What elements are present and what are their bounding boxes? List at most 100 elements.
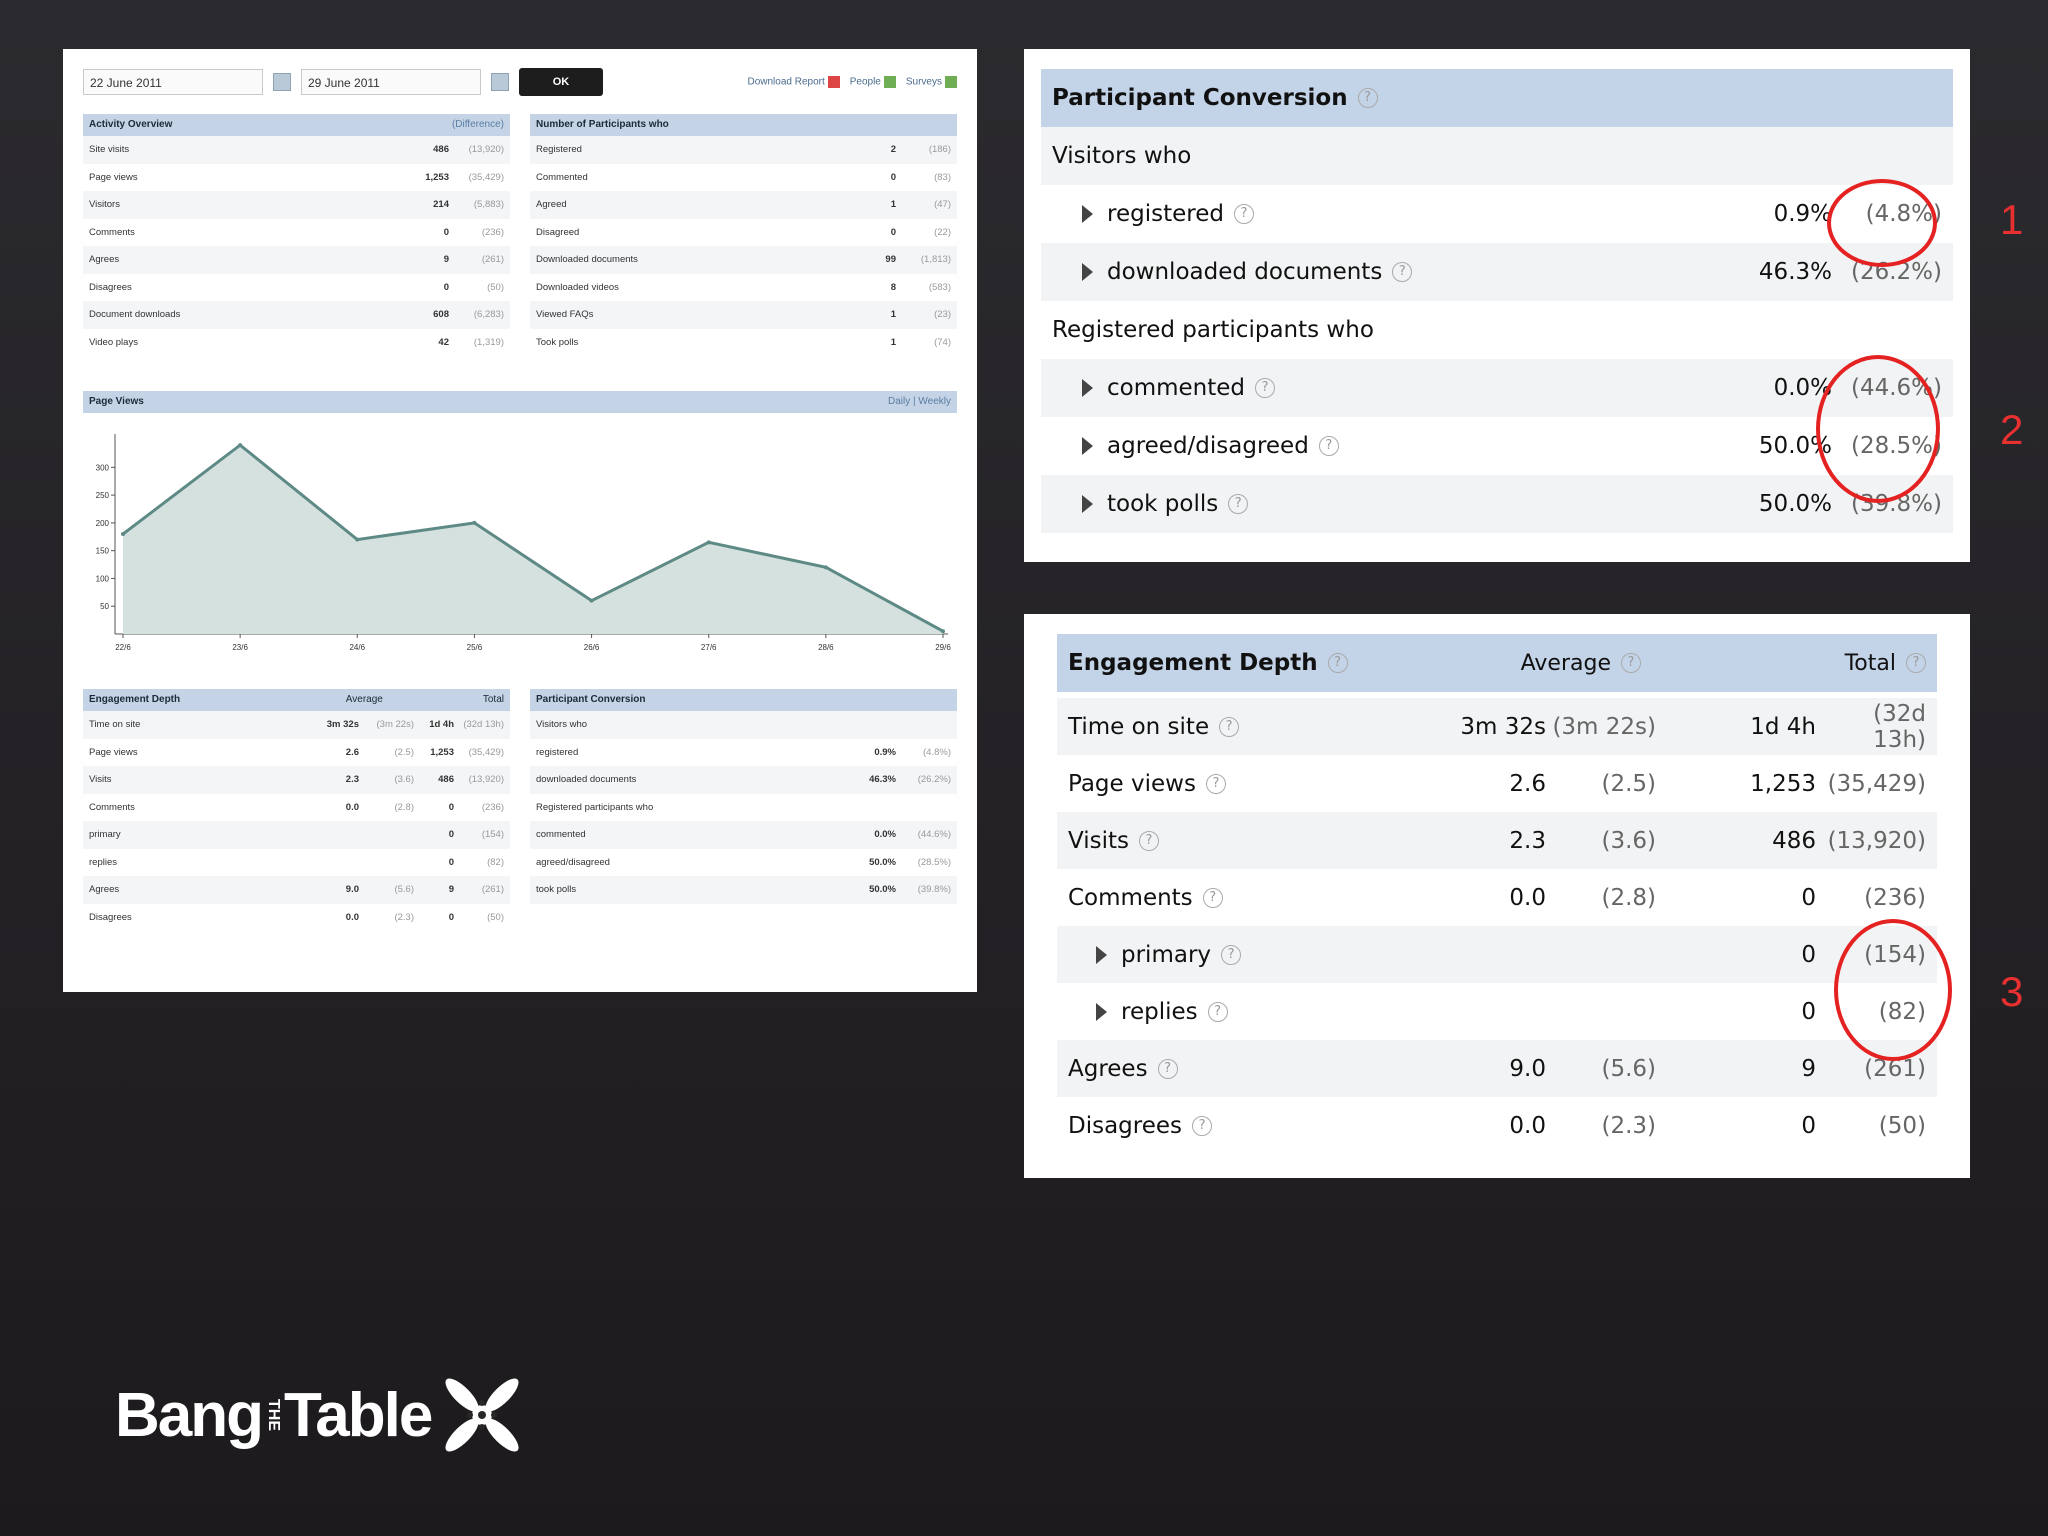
cell (359, 821, 414, 849)
help-icon[interactable]: ? (1139, 830, 1159, 851)
average-previous: (2.5) (1601, 770, 1656, 797)
help-icon[interactable]: ? (1221, 944, 1242, 965)
expand-triangle-icon[interactable] (1082, 495, 1093, 513)
cell: (22) (934, 226, 951, 238)
help-icon[interactable]: ? (1219, 716, 1240, 737)
activity-overview: Activity Overview (Difference) Site visit… (83, 114, 510, 356)
cell: Registered participants who (536, 801, 654, 813)
cell: (23) (934, 309, 951, 320)
expand-triangle-icon[interactable] (1082, 379, 1093, 397)
help-icon[interactable]: ? (1233, 204, 1254, 224)
difference-link[interactable]: (Difference) (451, 119, 504, 130)
x-tick-label: 28/6 (818, 643, 834, 652)
cell: (50) (487, 911, 504, 923)
engagement-mini-header: Engagement Depth Average Total (83, 689, 510, 711)
cell: (50) (487, 281, 504, 293)
date-from-input[interactable]: 22 June 2011 (83, 68, 263, 95)
help-icon[interactable]: ? (1357, 88, 1378, 108)
cell (319, 821, 359, 849)
section-title: Activity Overview (89, 119, 173, 130)
row-label-text: primary (1121, 941, 1212, 968)
download-report-link[interactable]: Download Report (747, 75, 840, 88)
cell: (47) (934, 199, 951, 210)
table-row: Downloaded documents 99 (1,813) (530, 246, 957, 274)
cell: (44.6%) (917, 829, 951, 840)
y-tick-label: 200 (96, 519, 110, 528)
total-value: 1d 4h (1750, 713, 1816, 740)
expand-triangle-icon[interactable] (1096, 1002, 1107, 1021)
cell: (35,429) (468, 746, 504, 758)
row-label-text: Visits (1068, 827, 1129, 854)
calendar-icon[interactable] (273, 72, 291, 91)
help-icon[interactable]: ? (1392, 262, 1413, 282)
expand-triangle-icon[interactable] (1096, 945, 1107, 964)
help-icon[interactable]: ? (1205, 773, 1226, 794)
cell: (4.8%) (923, 746, 951, 758)
bottom-tables: Engagement Depth Average Total Time on sit… (83, 689, 957, 931)
annotation-circle (1834, 919, 1952, 1061)
table-row: Visitors who (530, 711, 957, 739)
help-icon[interactable]: ? (1228, 494, 1249, 514)
cell: (83) (934, 171, 951, 183)
overview-tables: Activity Overview (Difference) Site visit… (83, 114, 957, 356)
row-label-text: Comments (1068, 884, 1193, 911)
excel-icon (883, 75, 896, 88)
people-link[interactable]: People (850, 75, 896, 88)
help-icon[interactable]: ? (1255, 378, 1276, 398)
visitor-rows: registered? 0.9% (4.8%) downloaded document… (1041, 185, 1953, 301)
date-to-input[interactable]: 29 June 2011 (301, 68, 481, 95)
cell: commented (536, 829, 586, 840)
table-row: agreed/disagreed 50.0% (28.5%) (530, 849, 957, 877)
ok-button[interactable]: OK (519, 67, 603, 96)
surveys-link[interactable]: Surveys (906, 75, 957, 88)
cell: 9 (443, 254, 449, 265)
cell: (39.8%) (917, 884, 951, 895)
cell: 0 (443, 281, 449, 293)
cell: Agreed (536, 199, 567, 210)
engagement-row: replies? 0 (82) (1057, 983, 1937, 1040)
row-label: Page views? (1068, 771, 1426, 797)
table-row: Page views 2.6 (2.5) 1,253 (35,429) (83, 739, 510, 767)
help-icon[interactable]: ? (1327, 653, 1348, 673)
cell: (2.8) (394, 801, 414, 813)
annotation-number: 2 (2000, 406, 2024, 453)
col-average: Average (345, 694, 383, 705)
cell (359, 849, 414, 877)
participants-overview: Number of Participants who Registered 2 (1… (530, 114, 957, 356)
expand-triangle-icon[interactable] (1082, 263, 1093, 281)
logo-text: THE (265, 1399, 282, 1431)
y-tick-label: 150 (96, 547, 110, 556)
average-value: 2.6 (1509, 770, 1546, 797)
table-row: Disagreed 0 (22) (530, 219, 957, 247)
expand-triangle-icon[interactable] (1082, 437, 1093, 455)
table-row: registered 0.9% (4.8%) (530, 739, 957, 767)
cell: 1 (890, 199, 896, 210)
total-value: 0 (1801, 1112, 1816, 1139)
pdf-icon (827, 75, 840, 88)
expand-triangle-icon[interactable] (1082, 205, 1093, 223)
cell: Agrees (89, 254, 120, 265)
table-row: took polls 50.0% (39.8%) (530, 876, 957, 904)
conversion-row: registered? 0.9% (4.8%) (1041, 185, 1953, 243)
data-point (589, 598, 594, 603)
conversion-row: took polls? 50.0% (39.8%) (1041, 475, 1953, 533)
annotation-number: 3 (2000, 968, 2024, 1015)
help-icon[interactable]: ? (1157, 1058, 1178, 1079)
calendar-icon[interactable] (491, 72, 509, 91)
conversion-mini-rows: Visitors who registered 0.9% (4.8%) download… (530, 711, 957, 904)
section-title: Number of Participants who (536, 119, 669, 130)
help-icon[interactable]: ? (1621, 653, 1641, 673)
group-label: Visitors who (1052, 143, 1192, 169)
cell: 1d 4h (429, 719, 454, 730)
help-icon[interactable]: ? (1207, 1001, 1228, 1022)
help-icon[interactable]: ? (1192, 1115, 1213, 1136)
cell: (186) (928, 144, 951, 155)
help-icon[interactable]: ? (1906, 653, 1926, 673)
bang-the-table-logo: Bang THE Table (115, 1370, 527, 1460)
help-icon[interactable]: ? (1202, 887, 1223, 908)
table-row: Disagrees 0 (50) (83, 274, 510, 302)
cell: (32d 13h) (463, 719, 504, 730)
period-toggle[interactable]: Daily | Weekly (888, 396, 951, 407)
help-icon[interactable]: ? (1318, 436, 1339, 456)
page-views-header: Page Views Daily | Weekly (83, 391, 957, 413)
